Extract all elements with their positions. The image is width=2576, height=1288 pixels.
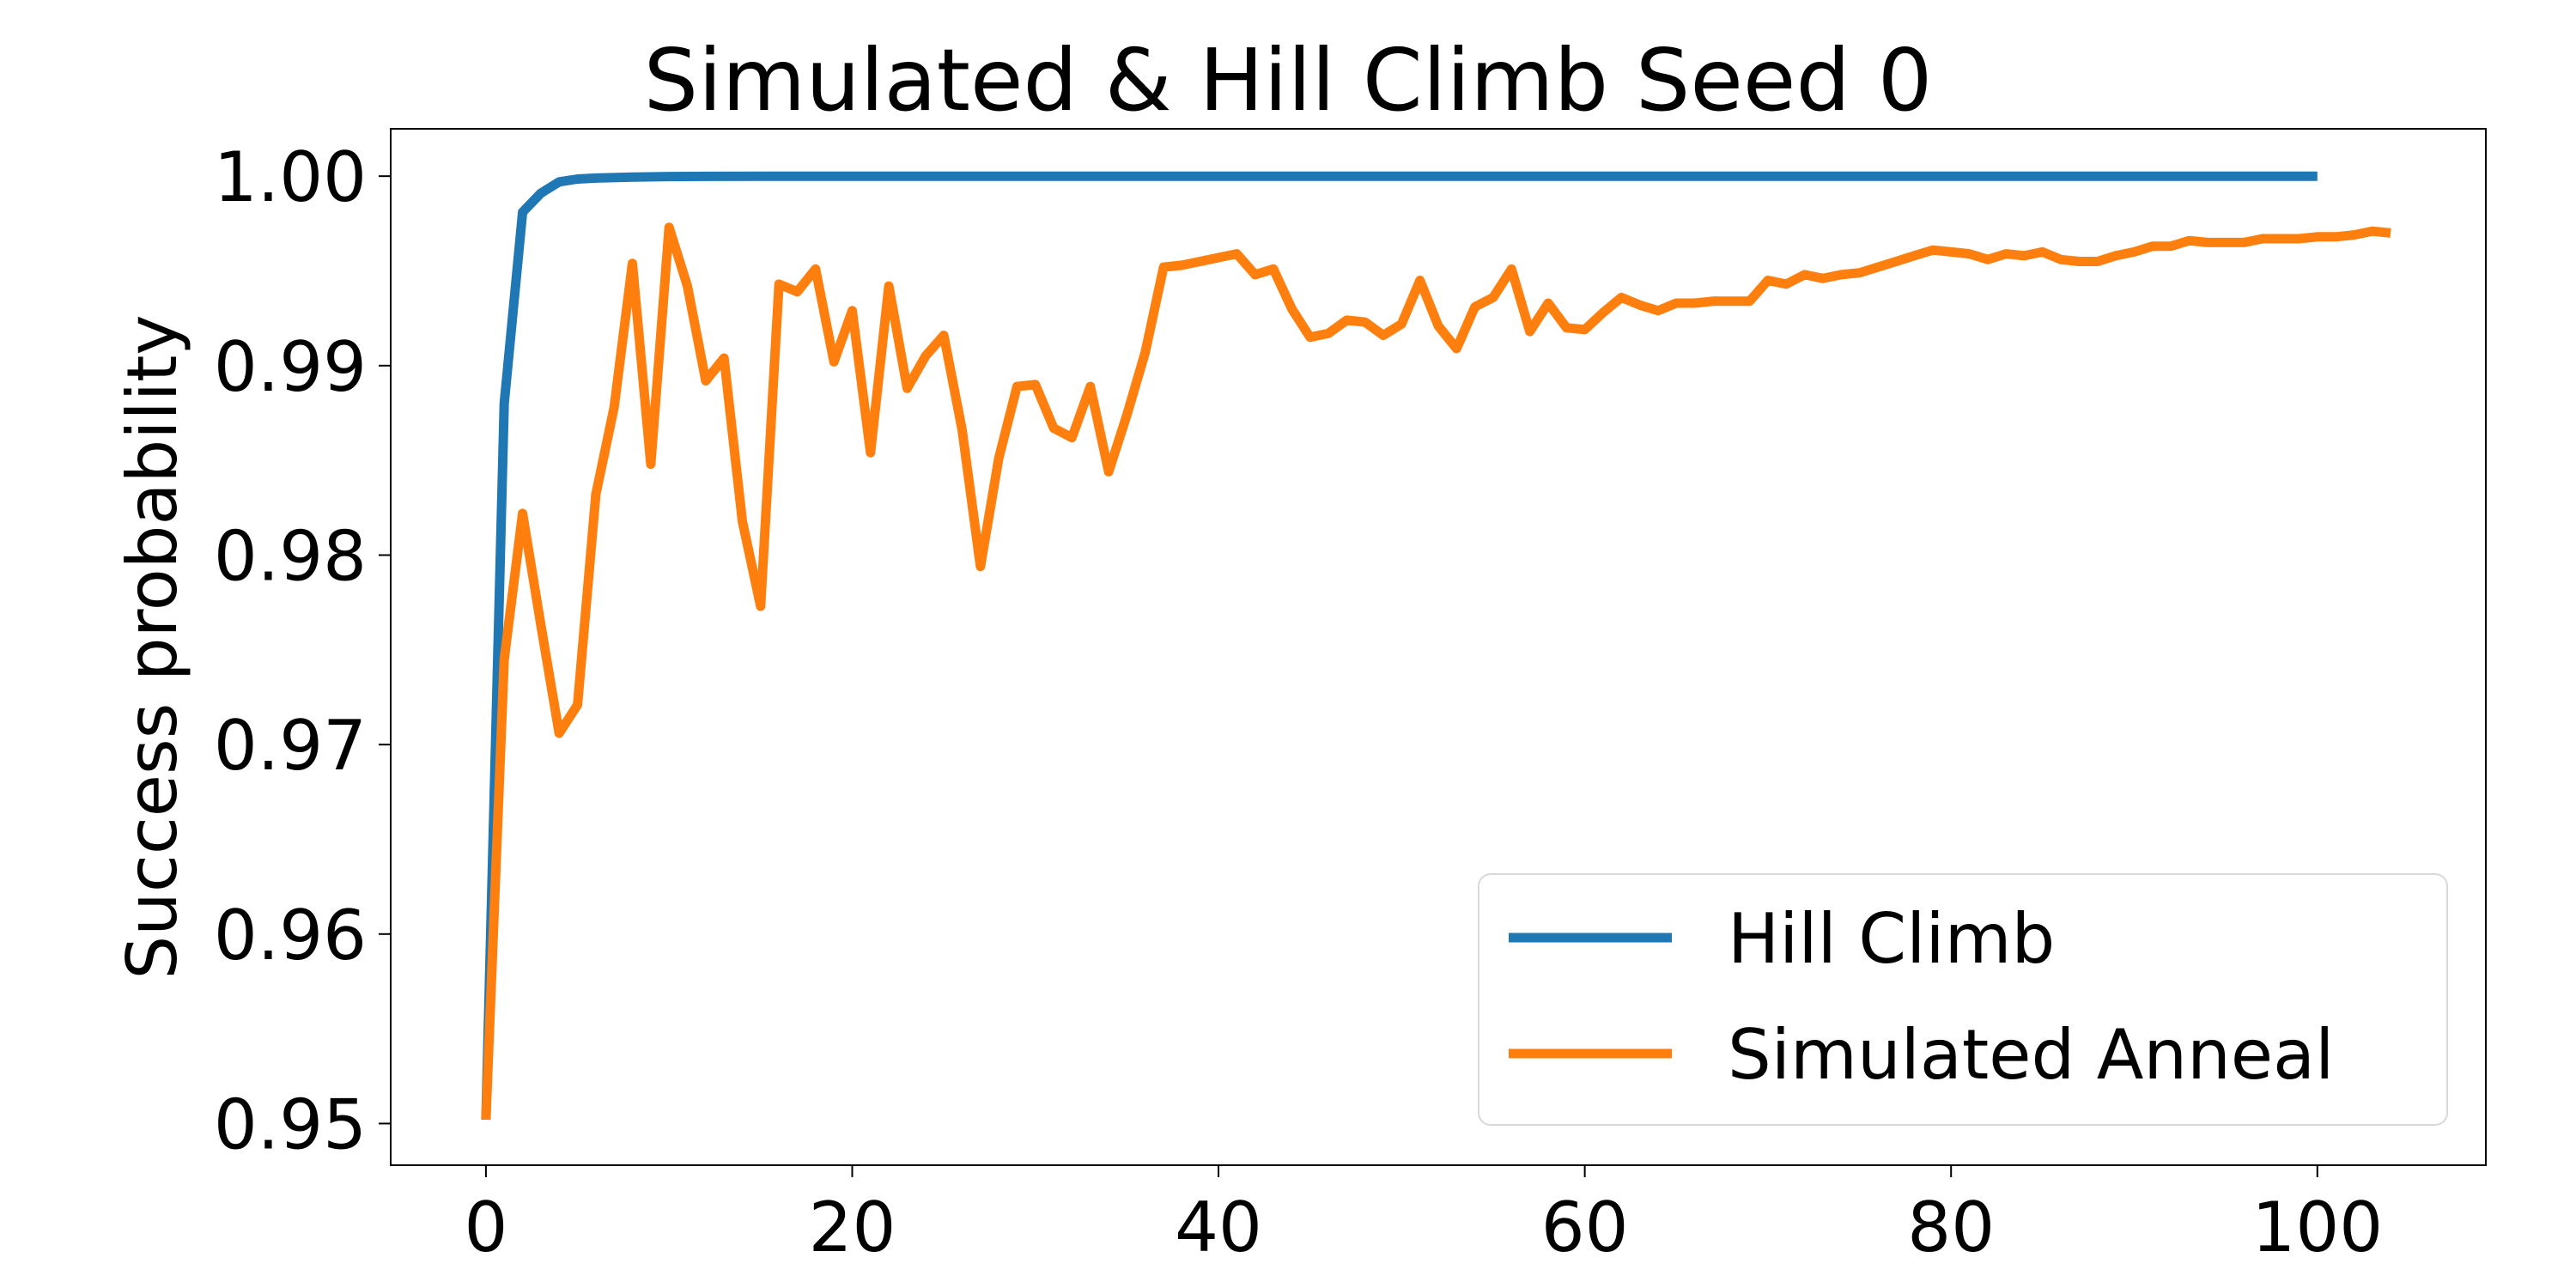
x-tick-label: 40 <box>1175 1188 1262 1267</box>
y-tick-label: 0.96 <box>214 896 367 975</box>
y-axis: 0.95 0.96 0.97 0.98 0.99 1.00 <box>214 137 391 1164</box>
y-tick-label: 0.95 <box>214 1084 367 1164</box>
x-tick-label: 20 <box>809 1188 896 1267</box>
legend: Hill Climb Simulated Anneal <box>1478 873 2448 1126</box>
x-tick-label: 100 <box>2251 1188 2383 1267</box>
y-tick-label: 0.98 <box>214 516 367 596</box>
series-line-0 <box>481 171 2318 1121</box>
x-tick-label: 80 <box>1907 1188 1995 1267</box>
y-tick-label: 1.00 <box>214 137 367 217</box>
y-tick-label: 0.99 <box>214 327 367 407</box>
legend-label: Simulated Anneal <box>1728 1015 2334 1095</box>
x-axis: 0 20 40 60 80 100 <box>464 1165 2383 1267</box>
plot-area <box>481 171 2391 1121</box>
x-tick-label: 0 <box>464 1188 507 1267</box>
legend-label: Hill Climb <box>1728 899 2055 979</box>
chart-title: Simulated & Hill Climb Seed 0 <box>644 30 1933 131</box>
y-tick-label: 0.97 <box>214 706 367 786</box>
series-line-1 <box>481 222 2391 1121</box>
plot-frame <box>390 128 2487 1166</box>
y-axis-label: Success probability <box>112 314 192 979</box>
legend-box <box>1478 873 2448 1126</box>
x-tick-label: 60 <box>1541 1188 1629 1267</box>
